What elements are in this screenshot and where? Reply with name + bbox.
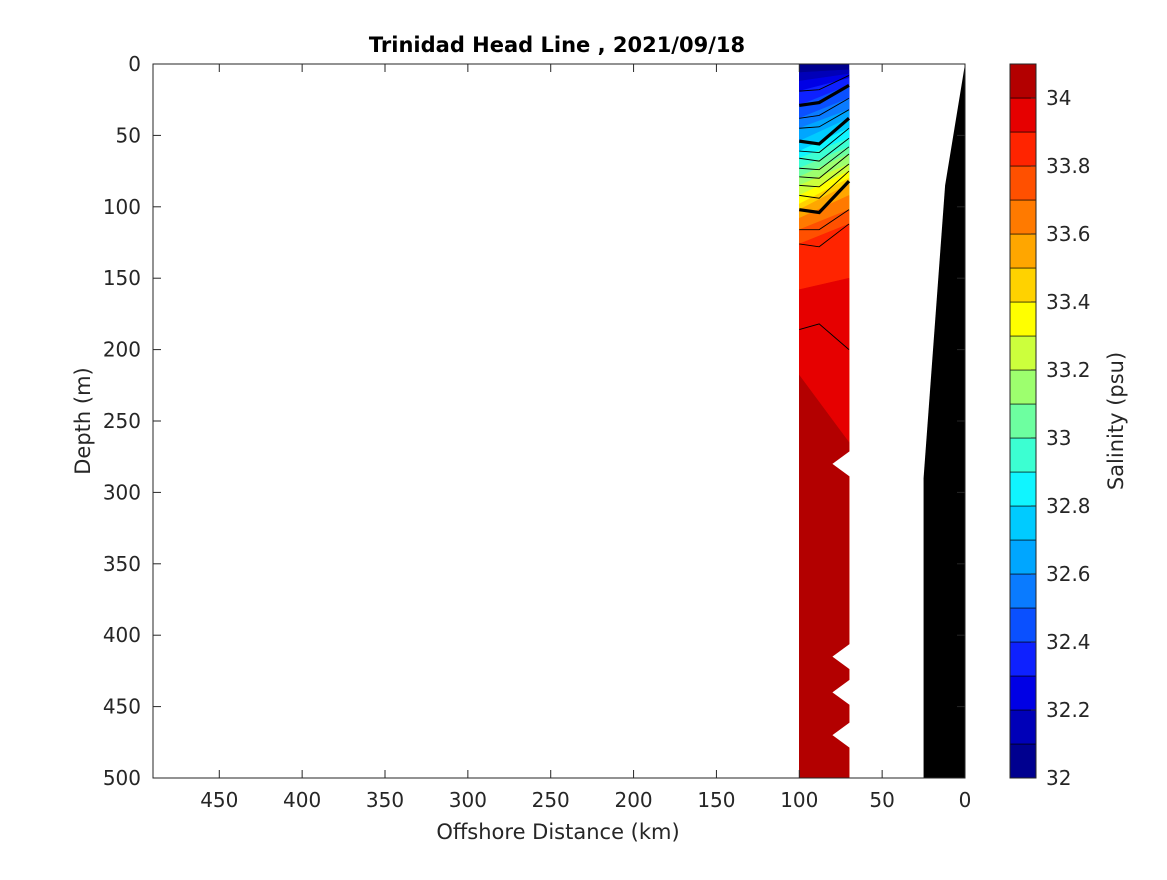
x-axis-label: Offshore Distance (km)	[436, 820, 679, 844]
contour-line-9	[799, 163, 850, 188]
section-edge-notch-1	[832, 643, 850, 670]
colorbar-swatch-19	[1009, 97, 1037, 133]
y-axis-label: Depth (m)	[71, 367, 95, 474]
y-tick-label-7: 350	[103, 552, 141, 576]
contour-line-7	[799, 146, 850, 171]
y-tick-label-8: 400	[103, 623, 141, 647]
colorbar-swatch-17	[1009, 165, 1037, 201]
contour-line-1	[799, 84, 850, 107]
section-edge-notch-2	[832, 679, 850, 706]
contour-line-2	[799, 97, 850, 119]
colorbar-swatch-9	[1009, 437, 1037, 473]
section-edge-notch-0	[832, 450, 850, 477]
contour-line-12	[799, 209, 850, 231]
x-tick-label-3: 300	[449, 788, 487, 812]
colorbar-tick-label-10: 34	[1046, 86, 1071, 110]
colorbar-swatch-7	[1009, 505, 1037, 541]
colorbar-tick-label-7: 33.4	[1046, 290, 1091, 314]
y-tick-label-1: 50	[116, 123, 141, 147]
x-tick-label-5: 200	[614, 788, 652, 812]
colorbar-swatch-1	[1009, 709, 1037, 745]
colorbar-swatch-15	[1009, 233, 1037, 269]
colorbar-swatch-10	[1009, 403, 1037, 439]
colorbar-swatch-6	[1009, 539, 1037, 575]
contour-line-8	[799, 153, 850, 179]
contour-line-11	[799, 179, 851, 215]
x-tick-label-9: 0	[959, 788, 972, 812]
y-tick-label-2: 100	[103, 195, 141, 219]
y-tick-label-3: 150	[103, 266, 141, 290]
colorbar-swatch-2	[1009, 675, 1037, 711]
section-edge-notch-3	[832, 722, 850, 749]
colorbar-swatch-8	[1009, 471, 1037, 507]
x-tick-label-2: 350	[366, 788, 404, 812]
chart-title: Trinidad Head Line , 2021/09/18	[369, 33, 745, 57]
colorbar-swatch-3	[1009, 641, 1037, 677]
colorbar-tick-label-5: 33	[1046, 426, 1071, 450]
y-tick-label-5: 250	[103, 409, 141, 433]
x-tick-label-1: 400	[283, 788, 321, 812]
y-tick-label-4: 200	[103, 338, 141, 362]
colorbar: 32 32.2 32.4 32.6 32.8 33 33.2 33.4 33.6 33.8 34	[1009, 63, 1091, 790]
contour-line-14	[799, 323, 850, 350]
axes: 450 400 350 300 250 200 150 100 50 00501001502002…	[103, 52, 972, 812]
colorbar-swatch-16	[1009, 199, 1037, 235]
contour-line-4	[799, 117, 851, 146]
y-tick-label-0: 0	[128, 52, 141, 76]
colorbar-swatch-12	[1009, 335, 1037, 371]
y-tick-label-9: 450	[103, 695, 141, 719]
y-tick-label-6: 300	[103, 480, 141, 504]
contour-line-10	[799, 170, 850, 199]
salinity-band-20	[799, 374, 850, 778]
colorbar-swatch-20	[1009, 63, 1037, 99]
x-tick-label-8: 50	[869, 788, 894, 812]
colorbar-tick-label-2: 32.4	[1046, 630, 1091, 654]
colorbar-tick-label-6: 33.2	[1046, 358, 1091, 382]
x-tick-label-6: 150	[697, 788, 735, 812]
colorbar-tick-label-3: 32.6	[1046, 562, 1091, 586]
colorbar-tick-label-4: 32.8	[1046, 494, 1091, 518]
colorbar-swatch-0	[1009, 743, 1037, 779]
colorbar-swatch-13	[1009, 301, 1037, 337]
contour-line-6	[799, 137, 850, 162]
colorbar-tick-label-1: 32.2	[1046, 698, 1091, 722]
colorbar-tick-label-0: 32	[1046, 766, 1071, 790]
contour-line-3	[799, 109, 850, 129]
contour-line-5	[799, 127, 850, 153]
colorbar-label: Salinity (psu)	[1104, 352, 1128, 490]
x-tick-label-0: 450	[200, 788, 238, 812]
x-tick-label-7: 100	[780, 788, 818, 812]
colorbar-tick-label-8: 33.6	[1046, 222, 1091, 246]
colorbar-swatch-18	[1009, 131, 1037, 167]
contour-line-13	[799, 223, 850, 248]
colorbar-swatch-11	[1009, 369, 1037, 405]
plot-content	[799, 64, 965, 778]
colorbar-frame	[1009, 63, 1037, 779]
plot-area	[799, 64, 965, 778]
colorbar-swatch-14	[1009, 267, 1037, 303]
contour-line-0	[799, 75, 850, 92]
colorbar-swatch-5	[1009, 573, 1037, 609]
colorbar-tick-label-9: 33.8	[1046, 154, 1091, 178]
y-tick-label-10: 500	[103, 766, 141, 790]
colorbar-swatch-4	[1009, 607, 1037, 643]
x-tick-label-4: 250	[532, 788, 570, 812]
seafloor-shape	[923, 64, 965, 778]
